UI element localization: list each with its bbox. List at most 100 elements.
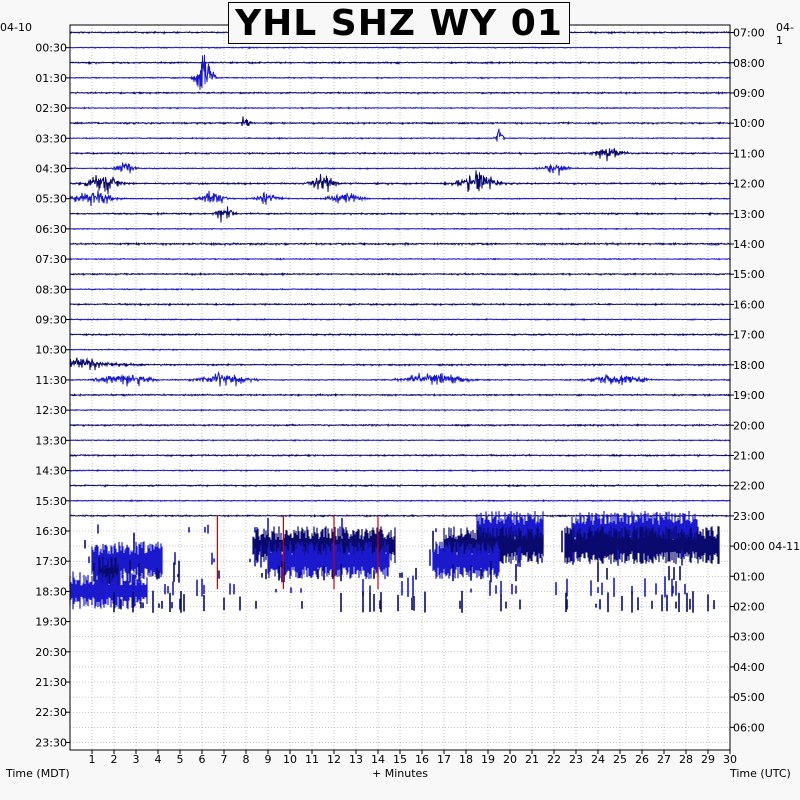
left-tick-label: 18:30: [35, 585, 67, 598]
left-tick-label: 17:30: [35, 555, 67, 568]
left-tick-label: 21:30: [35, 676, 67, 689]
chart-title: YHL SHZ WY 01: [228, 2, 570, 44]
left-tick-label: 14:30: [35, 465, 67, 478]
trace-line: [69, 271, 731, 277]
x-tick-label: 23: [569, 753, 583, 766]
left-tick-label: 12:30: [35, 404, 67, 417]
x-tick-label: 16: [415, 753, 429, 766]
x-tick-label: 11: [305, 753, 319, 766]
trace-line: [69, 116, 731, 127]
right-tick-label: 07:00: [733, 27, 765, 40]
trace-line: [69, 54, 731, 90]
trace-line: [69, 241, 731, 247]
trace-line: [69, 90, 731, 96]
x-tick-label: 21: [525, 753, 539, 766]
trace-line: [70, 408, 731, 412]
right-tick-label: 09:00: [733, 87, 765, 100]
right-tick-label: 05:00: [733, 691, 765, 704]
left-tick-label: 01:30: [35, 72, 67, 85]
left-tick-label: 11:30: [35, 374, 67, 387]
right-tick-label: 01:00: [733, 570, 765, 583]
trace-line: [69, 170, 731, 195]
trace-line: [69, 498, 731, 503]
trace-line: [69, 483, 731, 488]
left-tick-label: 00:30: [35, 42, 67, 55]
x-tick-label: 20: [503, 753, 517, 766]
x-tick-label: 24: [591, 753, 605, 766]
right-tick-label: 03:00: [733, 631, 765, 644]
x-tick-label: 19: [481, 753, 495, 766]
right-tick-label: 04:00: [733, 661, 765, 674]
x-tick-label: 27: [657, 753, 671, 766]
x-tick-label: 13: [349, 753, 363, 766]
trace-line: [69, 45, 731, 50]
x-axis-title: + Minutes: [372, 767, 429, 780]
x-tick-label: 10: [283, 753, 297, 766]
left-tick-label: 20:30: [35, 646, 67, 659]
left-tick-label: 16:30: [35, 525, 67, 538]
right-axis-title: Time (UTC): [730, 767, 791, 780]
right-tick-label: 02:00: [733, 601, 765, 614]
left-tick-label: 15:30: [35, 495, 67, 508]
x-tick-label: 4: [155, 753, 162, 766]
right-tick-label: 12:00: [733, 178, 765, 191]
x-tick-label: 14: [371, 753, 385, 766]
left-axis-title: Time (MDT): [6, 767, 70, 780]
trace-line: [69, 438, 731, 443]
right-tick-label: 11:00: [733, 147, 765, 160]
trace-line: [70, 106, 731, 110]
right-date-label: 04-1: [776, 21, 794, 47]
x-tick-label: 18: [459, 753, 473, 766]
x-tick-label: 3: [133, 753, 140, 766]
minutes-axis: 1 2 3 4 5 6 7 8 9 10 11 12 13 14 15 16 17 18 19 20 21 22 23 24 2…: [89, 750, 737, 766]
trace-line: [69, 227, 731, 231]
x-tick-label: 6: [199, 753, 206, 766]
x-tick-label: 15: [393, 753, 407, 766]
right-tick-label: 14:00: [733, 238, 765, 251]
left-tick-label: 19:30: [35, 616, 67, 629]
right-tick-label: 08:00: [733, 57, 765, 70]
trace-line: [69, 190, 731, 207]
trace-line: [69, 348, 731, 352]
right-tick-label: 13:00: [733, 208, 765, 221]
x-tick-label: 29: [701, 753, 715, 766]
right-tick-label: 15:00: [733, 268, 765, 281]
trace-line: [69, 423, 731, 428]
right-tick-label: 22:00: [733, 480, 765, 493]
trace-line: [69, 453, 731, 458]
left-tick-label: 06:30: [35, 223, 67, 236]
right-tick-label: 10:00: [733, 117, 765, 130]
left-tick-label: 03:30: [35, 132, 67, 145]
x-tick-label: 22: [547, 753, 561, 766]
trace-line: [69, 468, 731, 473]
trace-line: [69, 147, 731, 162]
left-tick-label: 13:30: [35, 434, 67, 447]
trace-line: [69, 371, 731, 387]
x-tick-label: 2: [111, 753, 118, 766]
right-tick-label: 18:00: [733, 359, 765, 372]
right-tick-label: 21:00: [733, 449, 765, 462]
trace-line: [69, 128, 731, 142]
x-tick-label: 8: [243, 753, 250, 766]
right-tick-label: 20:00: [733, 419, 765, 432]
trace-line: [69, 513, 731, 519]
x-tick-label: 25: [613, 753, 627, 766]
right-tick-label: 17:00: [733, 329, 765, 342]
left-tick-label: 02:30: [35, 102, 67, 115]
x-tick-label: 9: [265, 753, 272, 766]
x-tick-label: 26: [635, 753, 649, 766]
left-time-axis: 00:30 01:30 02:30 03:30 04:30 05:30 06:30 07:30…: [35, 42, 70, 749]
right-tick-label: 00:00 04-11: [733, 540, 800, 553]
left-tick-label: 23:30: [35, 736, 67, 749]
x-tick-label: 1: [89, 753, 96, 766]
left-tick-label: 22:30: [35, 706, 67, 719]
trace-line: [69, 287, 731, 291]
left-tick-label: 08:30: [35, 283, 67, 296]
left-tick-label: 07:30: [35, 253, 67, 266]
trace-line: [69, 332, 731, 338]
left-tick-label: 10:30: [35, 344, 67, 357]
left-tick-label: 05:30: [35, 193, 67, 206]
trace-line: [69, 161, 731, 176]
x-tick-label: 7: [221, 753, 228, 766]
trace-line: [69, 357, 731, 371]
